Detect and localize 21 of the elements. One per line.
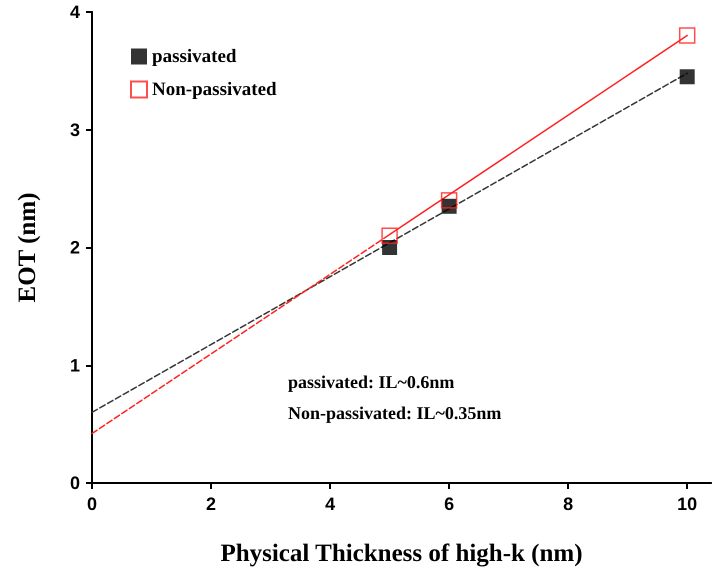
legend-label: passivated: [152, 46, 237, 67]
y-tick-label: 1: [70, 355, 80, 376]
x-axis-title: Physical Thickness of high-k (nm): [220, 540, 583, 567]
y-tick-label: 3: [70, 120, 80, 140]
point: [440, 192, 458, 209]
point: [678, 27, 696, 44]
x-tick-label: 10: [677, 494, 698, 514]
y-tick-label: 4: [70, 2, 80, 22]
y-tick-label: 2: [70, 238, 80, 258]
annotation: Non-passivated: IL~0.35nm: [288, 403, 502, 423]
x-tick-label: 6: [444, 494, 454, 514]
x-tick-label: 0: [86, 494, 98, 514]
x-tick-label: 4: [325, 494, 336, 514]
point: [680, 69, 695, 84]
y-axis-title: EOT (nm): [14, 192, 41, 302]
y-tick-label: 0: [70, 473, 80, 493]
point: [381, 227, 398, 244]
annotation: passivated: IL~0.6nm: [288, 372, 454, 392]
x-tick-label: 2: [206, 494, 216, 514]
legend-label: Non-passivated: [152, 79, 278, 100]
x-tick-label: 8: [563, 494, 574, 514]
